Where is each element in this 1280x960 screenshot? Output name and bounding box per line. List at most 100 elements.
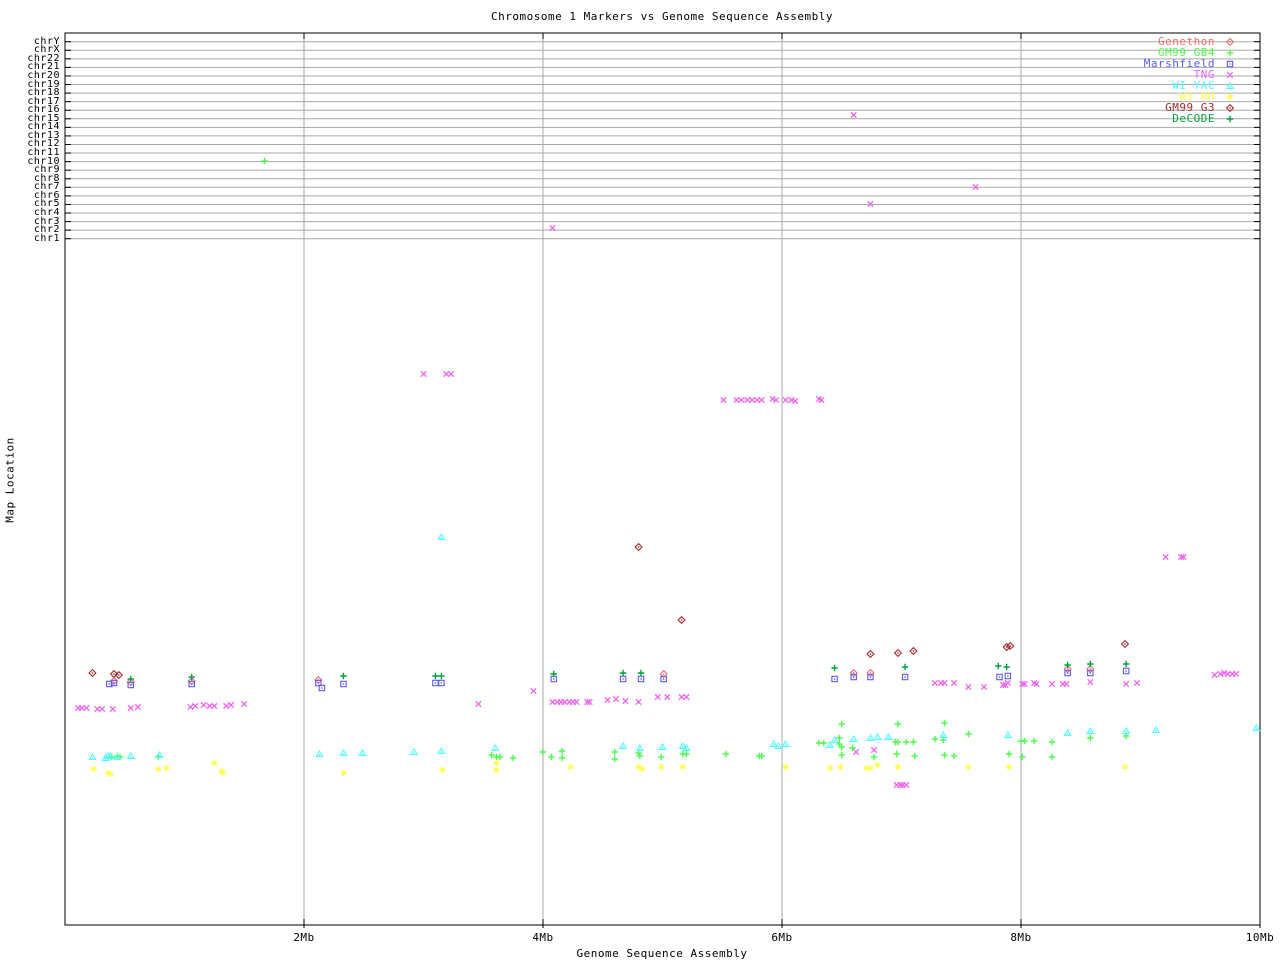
marker-triangle-dot [437, 533, 446, 540]
marker-star [836, 763, 845, 771]
marker-star [219, 769, 227, 777]
marker-x [127, 704, 135, 712]
marker-star [826, 764, 834, 772]
marker-plus [1002, 663, 1011, 671]
marker-plus [894, 720, 902, 728]
series-genethon [110, 665, 1095, 686]
marker-x [573, 698, 580, 706]
marker-star [210, 759, 218, 767]
marker-plus [437, 672, 446, 680]
marker-square-dot [996, 673, 1003, 681]
marker-triangle-dot [849, 735, 858, 742]
y-tick-label-chr2: chr2 [33, 224, 60, 236]
series-tng [74, 111, 1240, 789]
marker-plus [819, 739, 828, 747]
legend-item-genethon: Genethon [1144, 35, 1236, 48]
marker-star [1121, 763, 1129, 771]
marker-diamond-dot [1002, 643, 1011, 651]
marker-plus [619, 669, 627, 677]
marker-star [657, 763, 665, 771]
marker-triangle-dot [769, 740, 778, 747]
marker-plus [837, 720, 846, 728]
marker-x [134, 703, 142, 711]
x-icon [1226, 71, 1234, 78]
marker-x [93, 705, 101, 713]
marker-plus [902, 738, 911, 746]
marker-x [1122, 680, 1130, 688]
series-gm99-gb4 [107, 157, 1131, 763]
marker-plus [539, 748, 547, 756]
y-tick-label-chr4: chr4 [33, 207, 60, 218]
marker-star [106, 770, 115, 778]
marker-x [420, 370, 427, 378]
legend-label: Genethon [1158, 35, 1215, 48]
marker-x [1211, 671, 1218, 679]
marker-x [852, 748, 860, 756]
marker-x [902, 781, 910, 789]
marker-plus [901, 663, 909, 671]
marker-plus [1122, 660, 1131, 668]
marker-plus [635, 752, 644, 760]
y-tick-label-chr9: chr9 [33, 164, 60, 176]
marker-diamond-dot [866, 650, 875, 658]
marker-plus [1086, 660, 1095, 668]
marker-x [663, 693, 671, 701]
marker-plus [496, 753, 504, 761]
y-tick-label-chr8: chr8 [33, 172, 60, 184]
legend-label: GM99 G3 [1165, 101, 1215, 114]
data-points [74, 111, 1261, 789]
marker-plus [558, 754, 567, 762]
y-tick-label-chr13: chr13 [27, 129, 60, 141]
marker-plus [558, 747, 567, 755]
marker-x [980, 683, 988, 691]
marker-plus [892, 750, 901, 758]
marker-diamond-dot [1006, 642, 1015, 650]
marker-plus [1030, 737, 1039, 745]
marker-x [200, 701, 207, 709]
marker-triangle-dot [873, 733, 882, 740]
marker-plus [837, 751, 846, 759]
marker-diamond-dot [909, 647, 918, 655]
y-tick-label-chr10: chr10 [27, 155, 60, 167]
marker-x [1133, 679, 1141, 687]
marker-triangle-dot [126, 752, 135, 759]
marker-x [738, 396, 745, 404]
marker-plus [931, 735, 939, 743]
x-tick-label-8Mb: 8Mb [1010, 931, 1032, 944]
marker-star [154, 765, 162, 773]
marker-diamond-dot [677, 616, 686, 624]
y-tick-label-chr16: chr16 [27, 104, 60, 116]
marker-x [1162, 553, 1169, 561]
y-tick-label-chr11: chr11 [27, 147, 60, 159]
marker-star [566, 763, 575, 771]
marker-x [447, 370, 455, 378]
marker-square-dot [831, 675, 838, 683]
marker-x [683, 693, 690, 701]
diamond-dot-icon [1226, 37, 1234, 46]
marker-x [561, 698, 568, 706]
x-axis-label: Genome Sequence Assembly [576, 947, 748, 960]
marker-triangle-dot [866, 734, 875, 741]
marker-star [492, 759, 500, 767]
y-tick-label-chr7: chr7 [33, 181, 60, 193]
marker-star [1005, 763, 1013, 771]
marker-square-dot [432, 679, 439, 687]
marker-plus [870, 753, 878, 761]
marker-triangle-dot [636, 744, 644, 751]
marker-x [442, 370, 450, 378]
marker-x [83, 704, 90, 712]
marker-plus [1005, 750, 1013, 758]
marker-plus [547, 753, 556, 761]
marker-triangle-dot [781, 740, 790, 747]
y-tick-label-chr19: chr19 [27, 78, 60, 90]
marker-plus [637, 669, 645, 677]
marker-triangle-dot [1063, 729, 1072, 736]
marker-triangle-dot [658, 743, 667, 750]
marker-x [222, 702, 230, 710]
y-tick-label-chrX: chrX [33, 44, 60, 56]
marker-plus [610, 748, 619, 756]
series-wi-rh [90, 759, 1129, 778]
marker-x [850, 111, 858, 119]
marker-square-dot [1122, 667, 1130, 675]
